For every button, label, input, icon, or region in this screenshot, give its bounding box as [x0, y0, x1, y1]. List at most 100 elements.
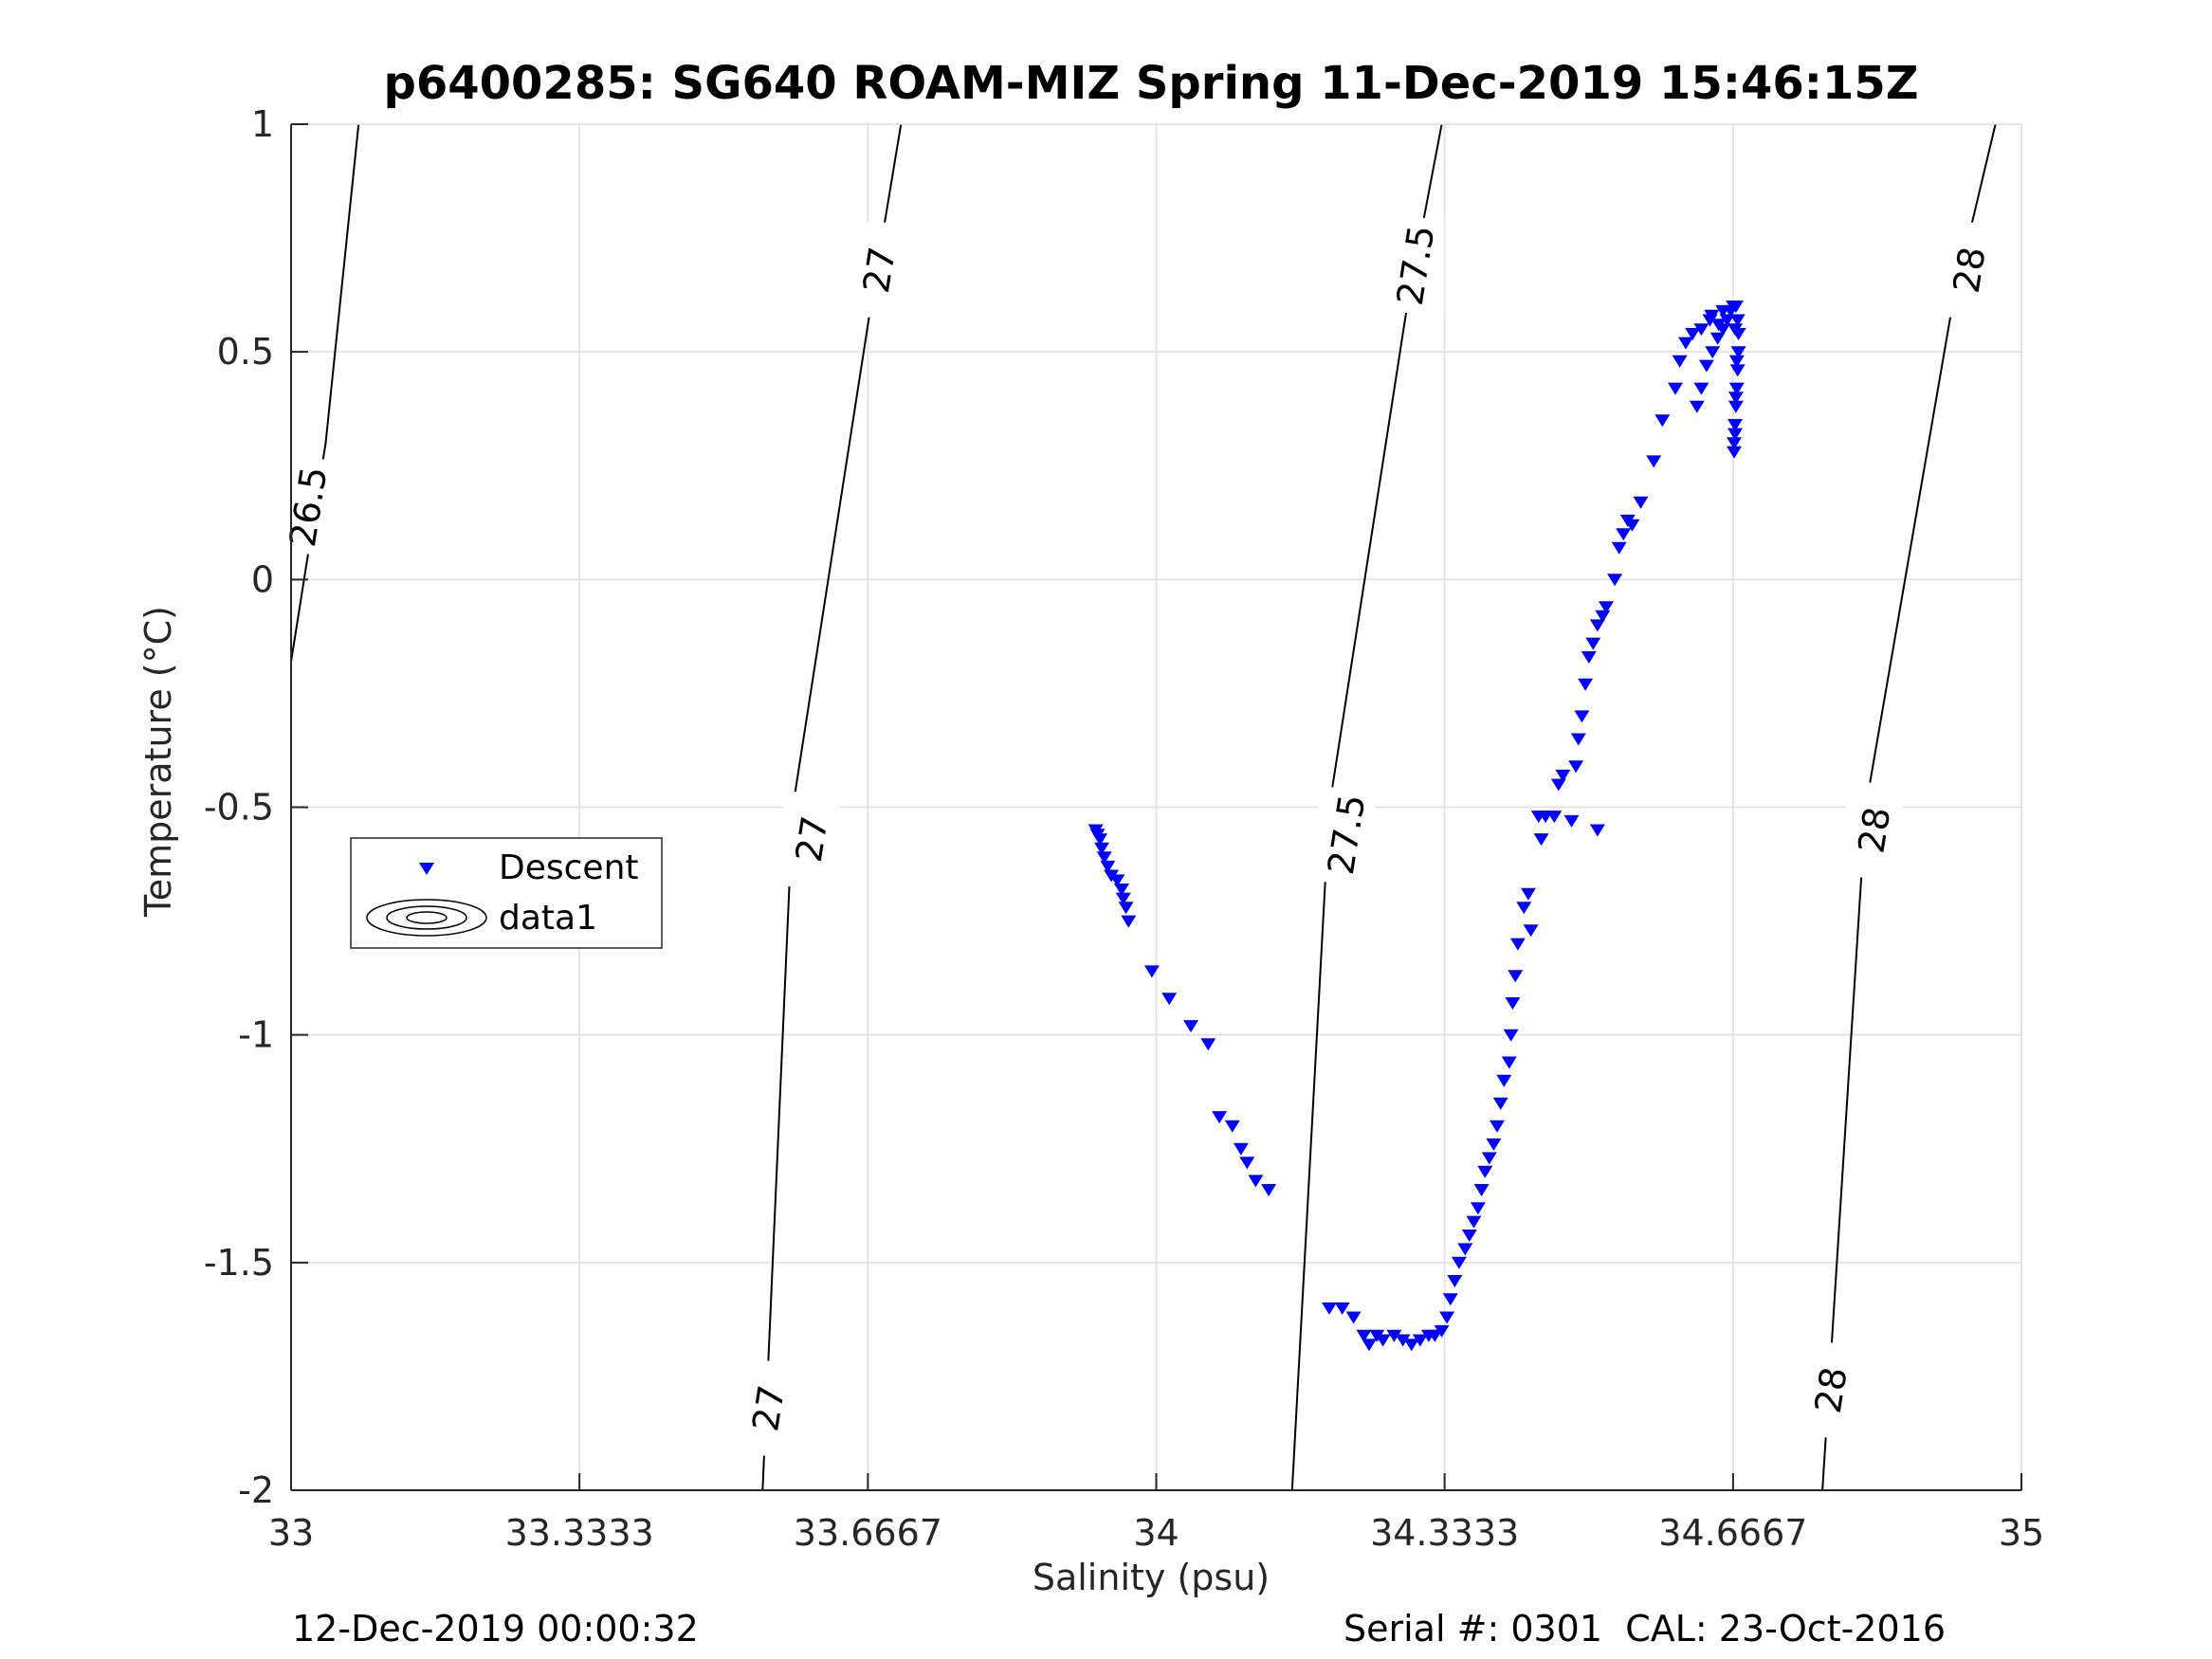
descent-point [1447, 1275, 1463, 1287]
descent-point [1143, 965, 1160, 978]
descent-point [1728, 428, 1743, 441]
descent-point [1403, 1339, 1419, 1352]
descent-point [1094, 842, 1109, 855]
descent-point [1668, 382, 1683, 395]
descent-point [1183, 1020, 1198, 1033]
descent-point [1672, 355, 1688, 368]
descent-point [1624, 519, 1640, 532]
descent-point [1633, 496, 1649, 509]
descent-point [1727, 446, 1742, 459]
descent-point [1096, 851, 1112, 865]
descent-point [1607, 574, 1623, 587]
descent-point [1729, 364, 1746, 377]
contour-label: 27 [788, 813, 836, 866]
descent-point [1470, 1202, 1486, 1215]
descent-point [1248, 1175, 1264, 1188]
descent-point [1477, 1165, 1493, 1178]
descent-point [1595, 610, 1611, 623]
legend-contour-marker [366, 899, 487, 937]
contour-label: 28 [1850, 804, 1898, 856]
contour-line-28 [1821, 123, 1997, 1491]
contour-line-27.5 [1290, 123, 1443, 1491]
descent-point [1118, 902, 1134, 915]
contour-label-gap [1387, 217, 1445, 313]
x-tick-label: 33.6667 [794, 1512, 942, 1554]
footer-serial-cal: Serial #: 0301 CAL: 23-Oct-2016 [1344, 1608, 1947, 1650]
descent-point [1654, 414, 1671, 428]
descent-point [1233, 1142, 1249, 1156]
descent-point [1550, 778, 1566, 792]
y-tick-label: 0.5 [217, 331, 274, 373]
descent-point [1698, 359, 1714, 373]
contour-label-gap [1845, 782, 1903, 878]
x-tick-label: 34.3333 [1370, 1512, 1519, 1554]
descent-point [1161, 993, 1178, 1006]
descent-point [1563, 814, 1580, 828]
descent-point [1322, 1302, 1337, 1315]
descent-point [1516, 902, 1532, 915]
descent-point [1611, 541, 1627, 555]
descent-point [1709, 332, 1726, 345]
descent-point [1496, 1074, 1512, 1087]
descent-point [1486, 1138, 1502, 1151]
descent-point [1581, 651, 1597, 664]
legend-box [350, 837, 663, 949]
descent-point [1728, 419, 1743, 431]
descent-point [1492, 1097, 1508, 1110]
descent-point [1533, 833, 1549, 847]
y-tick-label: -1 [238, 1014, 274, 1056]
descent-point [1646, 455, 1662, 468]
descent-point [1109, 874, 1125, 887]
descent-point [1693, 323, 1709, 337]
descent-point [1121, 915, 1137, 928]
contour-label: 28 [1807, 1364, 1856, 1416]
legend-descent-label: Descent [499, 848, 639, 887]
contour-label: 27 [855, 244, 904, 296]
descent-point [1451, 1256, 1467, 1269]
descent-point [1730, 346, 1746, 359]
descent-point [1728, 400, 1744, 413]
descent-point [1693, 382, 1709, 395]
y-axis-label: Temperature (°C) [137, 606, 179, 918]
descent-point [1356, 1329, 1372, 1342]
descent-point [1719, 314, 1735, 327]
footer-timestamp: 12-Dec-2019 00:00:32 [292, 1608, 699, 1650]
descent-points [1088, 301, 1746, 1352]
descent-point [1589, 824, 1605, 837]
descent-point [1439, 1311, 1455, 1324]
descent-point [1599, 601, 1614, 614]
descent-point [1239, 1157, 1255, 1170]
descent-point [1685, 328, 1701, 340]
contour-label-gap [280, 459, 338, 555]
x-axis-label: Salinity (psu) [1033, 1557, 1270, 1598]
descent-point [1505, 997, 1521, 1010]
descent-point [1481, 1152, 1497, 1165]
x-tick-label: 33 [268, 1512, 314, 1554]
descent-point [1395, 1334, 1411, 1347]
descent-point [1578, 678, 1594, 691]
legend: Descent data1 [350, 837, 663, 949]
y-tick-label: -1.5 [204, 1242, 274, 1284]
descent-point [1523, 924, 1539, 938]
contour-line-26.5 [290, 123, 360, 662]
descent-point [1678, 337, 1693, 350]
descent-point [1728, 323, 1743, 337]
descent-point [1689, 400, 1705, 413]
y-tick-label: -0.5 [204, 787, 274, 829]
descent-point [1427, 1329, 1443, 1342]
descent-point [1412, 1334, 1428, 1347]
x-tick-label: 34 [1133, 1512, 1179, 1554]
legend-descent-marker [419, 863, 434, 875]
descent-point [1466, 1215, 1482, 1229]
descent-point [1570, 733, 1586, 746]
descent-point [1200, 1038, 1216, 1051]
descent-point [1434, 1324, 1450, 1338]
contour-label-gap [1941, 222, 1999, 318]
descent-point [1728, 392, 1744, 405]
descent-point [1503, 1029, 1519, 1042]
descent-point [1705, 346, 1721, 359]
descent-point [1501, 1056, 1517, 1069]
x-tick-label: 34.6667 [1658, 1512, 1807, 1554]
y-tick-label: 1 [251, 103, 274, 145]
grid [291, 124, 2021, 1490]
